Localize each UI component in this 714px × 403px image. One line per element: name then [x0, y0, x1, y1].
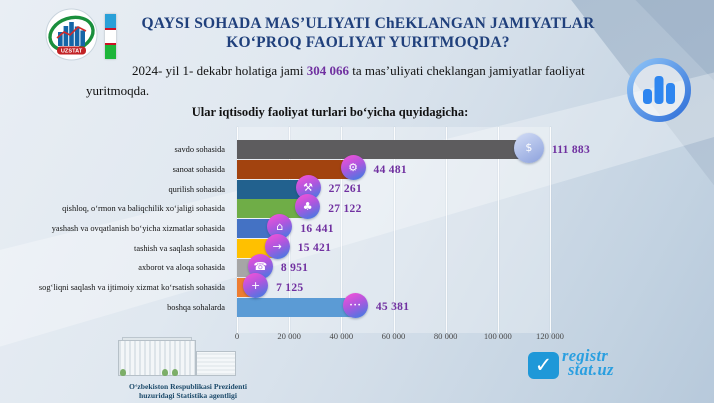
gridline	[445, 127, 447, 333]
agency-building-illustration	[116, 334, 238, 381]
bar-value: 45 381	[375, 301, 410, 314]
bar-rows: savdo sohasida $111 883 sanoat sohasida ⚙ 44…	[0, 132, 714, 318]
x-tick-label: 120 000	[536, 331, 564, 341]
category-label: sanoat sohasida	[172, 164, 225, 174]
intro-paragraph: 2024- yil 1- dekabr holatiga jami 304 06…	[86, 61, 626, 100]
x-tick-label: 0	[234, 331, 240, 341]
brand-line2: stat.uz	[568, 359, 614, 379]
other-sectors-icon: •••	[342, 292, 368, 318]
bar-value: 8 951	[280, 262, 309, 275]
intro-text-after: ta mas’uliyati cheklangan jamiyatlar fao…	[86, 63, 585, 98]
bar-row: yashash va ovqatlanish bo‘yicha xizmatla…	[0, 214, 714, 240]
bar	[237, 140, 529, 160]
total-count: 304 066	[306, 63, 349, 78]
category-label: axborot va aloqa sohasida	[138, 263, 225, 273]
bar	[237, 199, 308, 219]
gridline	[341, 127, 343, 333]
category-label: tashish va saqlash sohasida	[134, 243, 225, 253]
bar-value: 7 125	[276, 281, 304, 294]
x-axis: 0 20 000 40 000 60 000 80 000 100 000 120 000	[0, 331, 714, 343]
page-title-line1: QAYSI SOHADA MAS’ULIYATI ChEKLANGAN JAMI…	[141, 15, 595, 32]
x-tick-label: 60 000	[381, 331, 406, 341]
bar-value: 15 421	[297, 242, 332, 255]
category-label: sog‘liqni saqlash va ijtimoiy xizmat ko‘…	[38, 283, 225, 293]
bar-row: qurilish sohasida ⚒ 27 261	[0, 174, 714, 200]
agriculture-icon: ♣	[295, 194, 321, 220]
category-label: savdo sohasida	[174, 145, 225, 155]
x-tick-label: 80 000	[433, 331, 458, 341]
category-label: qurilish sohasida	[168, 184, 225, 194]
transport-storage-icon: →	[264, 233, 290, 259]
bar-row: axborot va aloqa sohasida ☎ 8 951	[0, 253, 714, 279]
bar-value: 27 122	[328, 202, 362, 215]
page-title: QAYSI SOHADA MAS’ULIYATI ChEKLANGAN JAMI…	[60, 15, 676, 53]
gridline	[550, 127, 551, 333]
x-tick-label: 40 000	[329, 331, 354, 341]
bar-row: sog‘liqni saqlash va ijtimoiy xizmat ko‘…	[0, 273, 714, 299]
bar	[237, 297, 356, 317]
gridline	[393, 127, 395, 333]
bar-row: qishloq, o‘rmon va baliqchilik xo‘jaligi…	[0, 194, 714, 220]
bar-value: 111 883	[551, 143, 591, 156]
bar-value: 27 261	[328, 183, 363, 196]
uzstat-logo-text: UZSTAT	[61, 49, 83, 55]
industry-icon: ⚙	[340, 155, 366, 181]
chart-title: Ular iqtisodiy faoliyat turlari bo‘yicha…	[191, 105, 469, 119]
category-label: qishloq, o‘rmon va baliqchilik xo‘jaligi…	[62, 204, 225, 214]
registr-statuz-text: registr stat.uz	[562, 346, 614, 379]
category-label: yashash va ovqatlanish bo‘yicha xizmatla…	[51, 224, 225, 234]
bar-value: 44 481	[373, 163, 407, 176]
registr-statuz-logo: ✓ registr stat.uz	[528, 346, 614, 379]
bar-row: boshqa sohalarda ••• 45 381	[0, 292, 714, 318]
bar	[237, 160, 354, 179]
category-label: boshqa sohalarda	[167, 302, 225, 312]
checkmark-icon: ✓	[528, 352, 559, 379]
intro-text-before: 2024- yil 1- dekabr holatiga jami	[132, 63, 307, 78]
bar-row: savdo sohasida $111 883	[0, 132, 714, 163]
bar-chart-medallion-icon	[627, 58, 691, 122]
brand-line1: registr	[562, 346, 609, 365]
agency-caption-line1: O‘zbekiston Respublikasi Prezidenti	[129, 382, 247, 391]
bar-row: tashish va saqlash sohasida → 15 421	[0, 233, 714, 259]
agency-caption-line2: huzuridagi Statistika agentligi	[139, 391, 237, 401]
gridline	[497, 127, 499, 333]
trade-icon: $	[513, 132, 544, 163]
uzstat-logo: UZSTAT	[45, 8, 98, 61]
uzbekistan-flag	[105, 14, 116, 59]
x-tick-label: 20 000	[277, 331, 301, 341]
page-title-line2: KO‘PROQ FAOLIYAT YURITMOQDA?	[226, 33, 510, 51]
health-icon: +	[243, 273, 269, 299]
bar-row: sanoat sohasida ⚙ 44 481	[0, 155, 714, 181]
agency-caption: O‘zbekiston Respublikasi Prezidenti huzu…	[90, 382, 286, 401]
x-tick-label: 100 000	[483, 331, 512, 341]
bar-value: 16 441	[300, 222, 334, 235]
bar	[237, 179, 309, 199]
